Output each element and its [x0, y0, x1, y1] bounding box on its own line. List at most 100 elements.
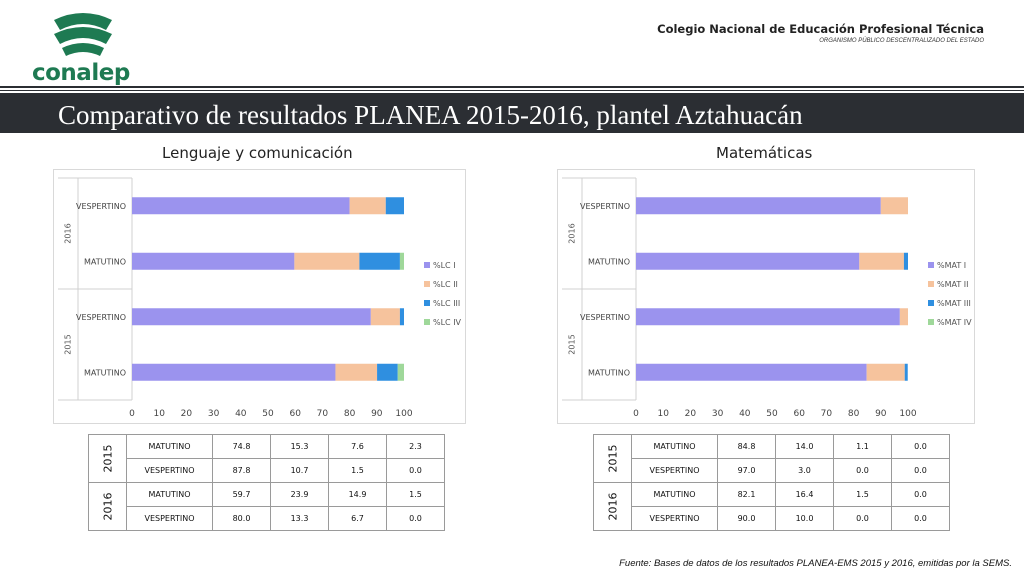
x-tick-label: 50	[766, 409, 778, 419]
value-cell: 0.0	[891, 506, 950, 531]
chart-lenguaje: 2016 2015 VESPERTINO MATUTINO VESPERTINO MATU…	[53, 169, 466, 424]
table-row: 2015 MATUTINO 84.8 14.0 1.1 0.0	[593, 434, 950, 483]
value-cell: 87.8	[212, 458, 271, 483]
table-lenguaje: 2015 MATUTINO 74.8 15.3 7.6 2.3 VESPERTINO 87.8…	[88, 434, 445, 531]
bar-segment	[370, 308, 400, 326]
group-label: 2015	[64, 334, 73, 354]
bar-segment	[399, 252, 404, 270]
value-cell: 7.6	[328, 434, 387, 459]
table-row: 2016 MATUTINO 82.1 16.4 1.5 0.0	[593, 482, 950, 531]
bar-segment	[294, 252, 360, 270]
bar-segment	[636, 363, 867, 381]
source-note: Fuente: Bases de datos de los resultados…	[619, 558, 1012, 569]
category-label: VESPERTINO	[76, 313, 126, 322]
x-tick-label: 40	[739, 409, 751, 419]
x-tick-label: 10	[153, 409, 165, 419]
category-label: MATUTINO	[84, 368, 126, 377]
x-tick-label: 90	[875, 409, 887, 419]
panel-title-lenguaje: Lenguaje y comunicación	[162, 144, 353, 162]
value-cell: 0.0	[891, 482, 950, 507]
value-cell: 23.9	[270, 482, 329, 507]
x-tick-label: 50	[262, 409, 274, 419]
value-cell: 13.3	[270, 506, 329, 531]
panel-title-matematicas: Matemáticas	[716, 144, 813, 162]
table-row: VESPERTINO 80.0 13.3 6.7 0.0	[89, 506, 445, 531]
shift-cell: VESPERTINO	[126, 506, 213, 531]
value-cell: 2.3	[386, 434, 445, 459]
year-cell: 2016	[88, 482, 127, 531]
legend-label: %LC I	[433, 261, 456, 270]
category-label: MATUTINO	[588, 257, 630, 266]
value-cell: 15.3	[270, 434, 329, 459]
table-row: VESPERTINO 97.0 3.0 0.0 0.0	[594, 458, 950, 483]
legend-label: %MAT I	[937, 261, 966, 270]
x-tick-label: 80	[344, 409, 356, 419]
legend-label: %LC IV	[433, 318, 462, 327]
conalep-logo: conalep	[30, 10, 140, 86]
value-cell: 59.7	[212, 482, 271, 507]
bar-segment	[399, 308, 404, 326]
value-cell: 14.9	[328, 482, 387, 507]
legend-label: %LC III	[433, 299, 460, 308]
value-cell: 0.0	[891, 434, 950, 459]
legend-label: %LC II	[433, 280, 458, 289]
x-tick-label: 90	[371, 409, 383, 419]
institution-block: Colegio Nacional de Educación Profesiona…	[657, 22, 984, 44]
chart-svg: 2016 2015 VESPERTINO MATUTINO VESPERTINO MATU…	[58, 177, 462, 419]
category-label: MATUTINO	[84, 257, 126, 266]
legend-label: %MAT IV	[937, 318, 972, 327]
logo-text: conalep	[32, 60, 130, 86]
value-cell: 6.7	[328, 506, 387, 531]
shift-cell: MATUTINO	[631, 434, 718, 459]
institution-name: Colegio Nacional de Educación Profesiona…	[657, 22, 984, 36]
bar-segment	[349, 197, 386, 215]
bar-segment	[385, 197, 404, 215]
value-cell: 3.0	[775, 458, 834, 483]
legend-swatch	[928, 281, 934, 287]
shift-cell: VESPERTINO	[631, 458, 718, 483]
value-cell: 16.4	[775, 482, 834, 507]
x-tick-label: 0	[129, 409, 135, 419]
chart-matematicas: 2016 2015 VESPERTINO MATUTINO VESPERTINO MATU…	[557, 169, 975, 424]
group-label: 2015	[568, 334, 577, 354]
category-label: VESPERTINO	[580, 313, 630, 322]
bar-segment	[132, 197, 350, 215]
table-row: VESPERTINO 87.8 10.7 1.5 0.0	[89, 458, 445, 483]
category-label: VESPERTINO	[76, 202, 126, 211]
value-cell: 0.0	[833, 506, 892, 531]
bar-segment	[904, 363, 908, 381]
table-row: 2015 MATUTINO 74.8 15.3 7.6 2.3	[88, 434, 445, 483]
x-tick-label: 60	[793, 409, 805, 419]
x-tick-label: 70	[821, 409, 833, 419]
value-cell: 97.0	[717, 458, 776, 483]
table-matematicas: 2015 MATUTINO 84.8 14.0 1.1 0.0 VESPERTINO 97.0…	[593, 434, 950, 531]
bar-segment	[636, 308, 900, 326]
header-rule-top	[0, 86, 1024, 88]
shift-cell: MATUTINO	[631, 482, 718, 507]
bar-segment	[899, 308, 908, 326]
value-cell: 84.8	[717, 434, 776, 459]
value-cell: 1.5	[386, 482, 445, 507]
x-tick-label: 60	[289, 409, 301, 419]
shift-cell: VESPERTINO	[126, 458, 213, 483]
legend-swatch	[424, 262, 430, 268]
value-cell: 0.0	[386, 506, 445, 531]
value-cell: 80.0	[212, 506, 271, 531]
x-tick-label: 0	[633, 409, 639, 419]
legend-swatch	[928, 300, 934, 306]
group-label: 2016	[64, 223, 73, 243]
legend-swatch	[928, 319, 934, 325]
bar-segment	[397, 363, 404, 381]
legend-label: %MAT II	[937, 280, 969, 289]
x-tick-label: 40	[235, 409, 247, 419]
bar-segment	[132, 252, 295, 270]
conalep-emblem-icon	[54, 13, 112, 56]
table-row: 2016 MATUTINO 59.7 23.9 14.9 1.5	[88, 482, 445, 531]
year-label: 2016	[101, 492, 114, 521]
shift-cell: MATUTINO	[126, 434, 213, 459]
bar-segment	[359, 252, 400, 270]
bar-segment	[636, 197, 881, 215]
category-label: MATUTINO	[588, 368, 630, 377]
x-tick-label: 80	[848, 409, 860, 419]
x-tick-label: 20	[181, 409, 193, 419]
